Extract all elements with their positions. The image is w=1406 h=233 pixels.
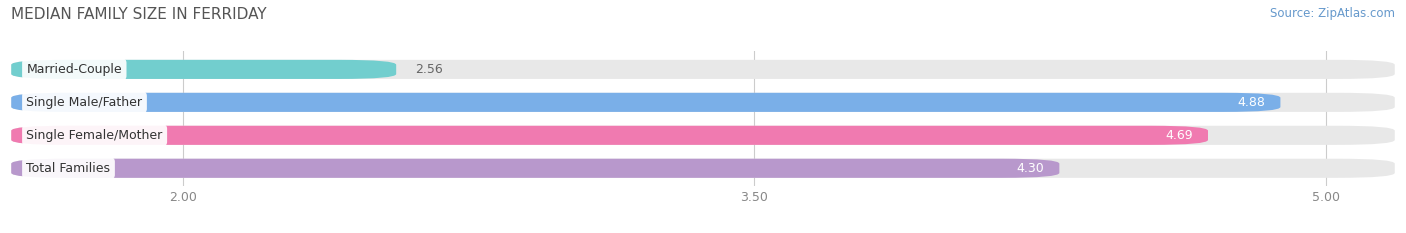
- FancyBboxPatch shape: [11, 159, 1059, 178]
- Text: Married-Couple: Married-Couple: [27, 63, 122, 76]
- Text: 4.30: 4.30: [1017, 162, 1045, 175]
- FancyBboxPatch shape: [11, 93, 1395, 112]
- FancyBboxPatch shape: [11, 93, 1281, 112]
- Text: Source: ZipAtlas.com: Source: ZipAtlas.com: [1270, 7, 1395, 20]
- FancyBboxPatch shape: [11, 159, 1395, 178]
- Text: 2.56: 2.56: [415, 63, 443, 76]
- FancyBboxPatch shape: [11, 126, 1395, 145]
- Text: Single Female/Mother: Single Female/Mother: [27, 129, 163, 142]
- FancyBboxPatch shape: [11, 126, 1208, 145]
- Text: 4.88: 4.88: [1237, 96, 1265, 109]
- FancyBboxPatch shape: [11, 60, 1395, 79]
- Text: Single Male/Father: Single Male/Father: [27, 96, 142, 109]
- Text: MEDIAN FAMILY SIZE IN FERRIDAY: MEDIAN FAMILY SIZE IN FERRIDAY: [11, 7, 267, 22]
- Text: 4.69: 4.69: [1166, 129, 1192, 142]
- Text: Total Families: Total Families: [27, 162, 111, 175]
- FancyBboxPatch shape: [11, 60, 396, 79]
